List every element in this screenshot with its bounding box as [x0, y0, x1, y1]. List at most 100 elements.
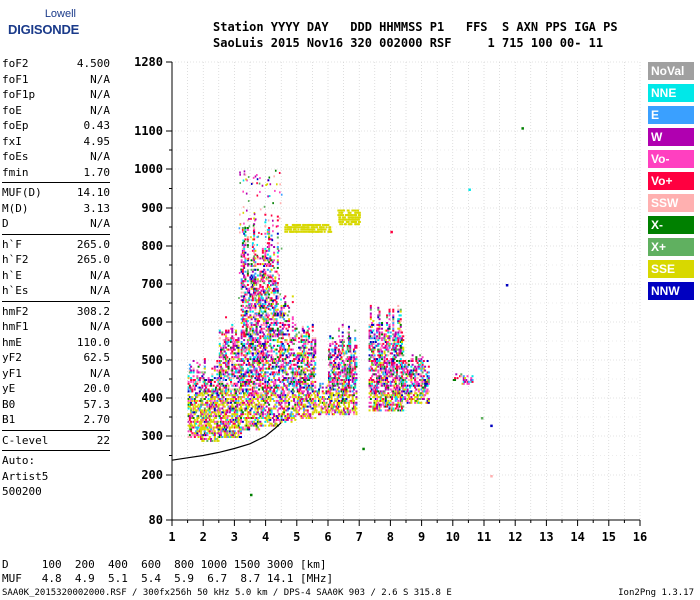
echo-point: [276, 388, 279, 391]
echo-point: [339, 373, 342, 376]
echo-point: [256, 322, 259, 324]
echo-point: [290, 390, 293, 393]
echo-point: [388, 361, 391, 364]
echo-point: [243, 244, 246, 247]
echo-point: [266, 413, 269, 416]
echo-point: [266, 230, 269, 233]
echo-point: [291, 318, 294, 321]
echo-point: [260, 285, 263, 288]
echo-point: [242, 211, 245, 214]
echo-point: [300, 401, 303, 404]
echo-point: [256, 413, 259, 416]
echo-point: [193, 380, 196, 383]
echo-point: [210, 413, 213, 416]
echo-point: [354, 403, 357, 406]
echo-point: [269, 263, 272, 266]
echo-point: [372, 363, 375, 366]
echo-point: [392, 373, 395, 376]
echo-point: [207, 413, 210, 416]
echo-point: [279, 394, 282, 397]
echo-point: [341, 388, 344, 391]
echo-point: [352, 411, 355, 414]
echo-point: [244, 228, 247, 231]
echo-point: [319, 399, 322, 402]
echo-point: [202, 390, 205, 393]
echo-point: [196, 415, 199, 418]
echo-point: [404, 398, 407, 400]
echo-point: [254, 352, 257, 355]
echo-point: [197, 409, 200, 412]
echo-point: [301, 367, 304, 370]
echo-point: [227, 339, 230, 342]
param-value: 4.95: [83, 134, 111, 148]
echo-point: [315, 411, 318, 414]
echo-point: [326, 407, 329, 410]
echo-point: [341, 342, 344, 345]
echo-point: [389, 382, 392, 385]
echo-point: [230, 379, 233, 381]
echo-point: [373, 335, 376, 338]
echo-point: [221, 382, 224, 385]
echo-point: [347, 379, 350, 381]
echo-point: [241, 268, 244, 271]
echo-point: [216, 420, 219, 423]
echo-point: [187, 415, 190, 418]
echo-point: [349, 394, 352, 397]
echo-point: [222, 398, 225, 400]
echo-point: [270, 291, 273, 294]
echo-point: [221, 384, 224, 387]
echo-point: [309, 361, 312, 364]
echo-point: [291, 375, 294, 378]
echo-point: [315, 403, 318, 406]
echo-point: [352, 348, 355, 351]
echo-point: [246, 415, 249, 418]
echo-point: [240, 348, 243, 351]
echo-point: [246, 341, 249, 343]
echo-point: [244, 298, 246, 301]
echo-point: [301, 325, 304, 328]
echo-point: [313, 375, 316, 378]
echo-point: [259, 422, 262, 425]
echo-point: [311, 352, 314, 355]
echo-point: [193, 401, 196, 404]
echo-point: [201, 409, 204, 412]
echo-point: [261, 287, 264, 290]
echo-point: [254, 417, 257, 419]
echo-point: [231, 329, 234, 332]
echo-point: [283, 367, 286, 370]
echo-point: [240, 335, 243, 338]
echo-point: [238, 365, 241, 368]
echo-point: [255, 322, 258, 324]
echo-point: [341, 346, 344, 349]
echo-point: [195, 401, 198, 404]
echo-point: [254, 272, 257, 275]
echo-point: [378, 363, 381, 366]
echo-point: [414, 379, 417, 381]
echo-point: [216, 422, 219, 425]
echo-point: [200, 409, 203, 412]
echo-point: [331, 377, 334, 380]
echo-point: [217, 377, 220, 380]
echo-point: [187, 390, 190, 393]
echo-point: [245, 403, 248, 406]
echo-point: [269, 308, 272, 311]
echo-point: [378, 333, 381, 336]
echo-point: [329, 401, 332, 404]
echo-point: [298, 388, 301, 391]
echo-point: [187, 375, 190, 378]
echo-point: [226, 432, 229, 435]
echo-point: [254, 356, 257, 359]
echo-point: [344, 413, 347, 416]
echo-point: [249, 380, 252, 383]
echo-point: [271, 358, 274, 361]
echo-point: [411, 398, 414, 400]
echo-point: [336, 394, 339, 397]
echo-point: [217, 405, 220, 408]
echo-point: [416, 394, 419, 397]
echo-point: [245, 399, 248, 402]
echo-point: [274, 424, 277, 427]
echo-point: [271, 239, 274, 242]
echo-point: [269, 318, 272, 321]
echo-point: [266, 333, 269, 336]
echo-point: [306, 369, 309, 372]
